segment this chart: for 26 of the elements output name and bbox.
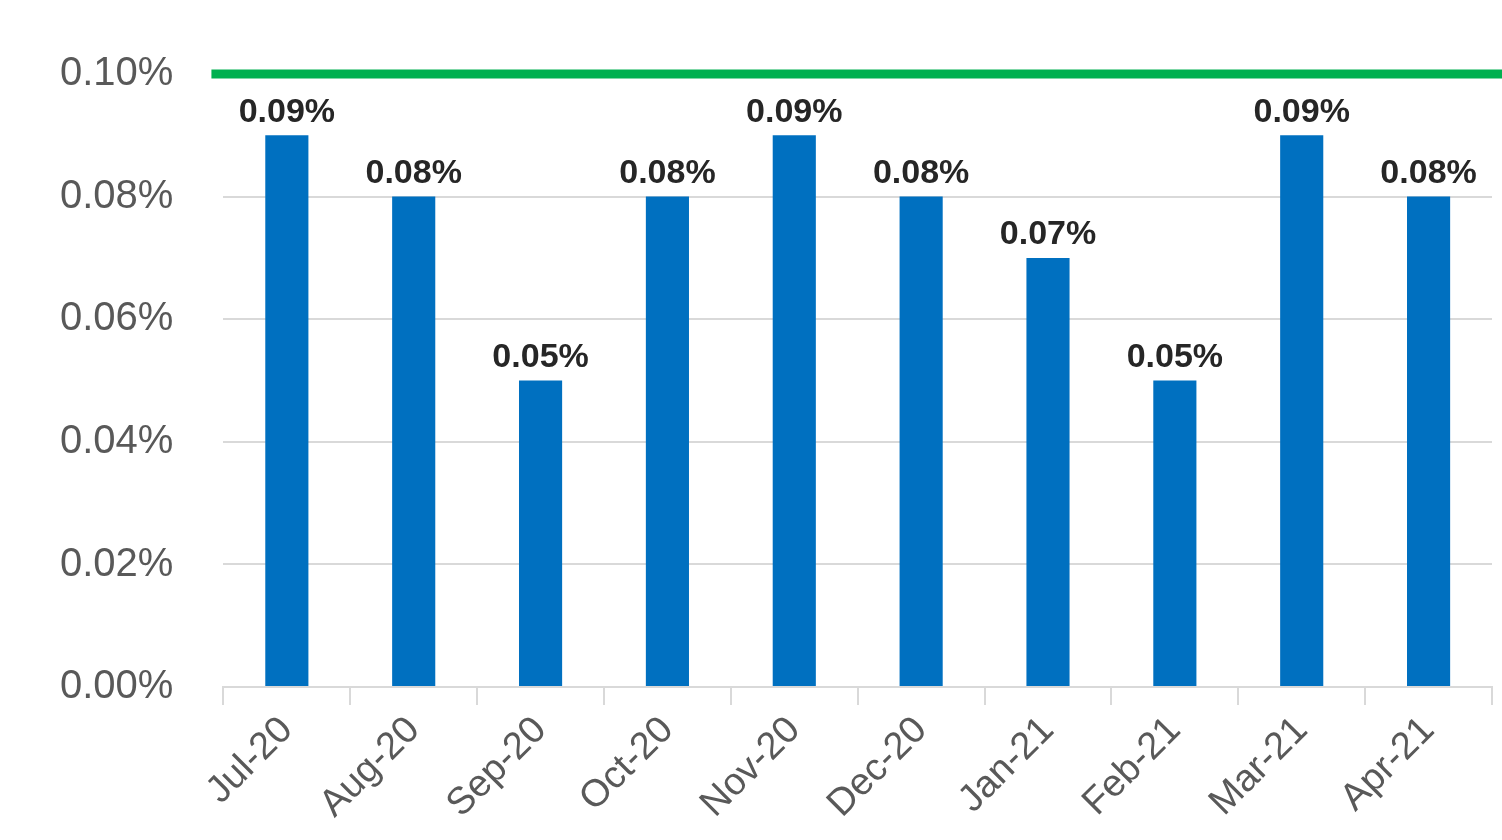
bar — [899, 196, 943, 687]
bar — [1280, 135, 1324, 687]
data-label: 0.09% — [746, 90, 843, 129]
data-label: 0.08% — [619, 152, 716, 190]
bar — [772, 135, 816, 687]
data-label: 0.08% — [1380, 152, 1477, 190]
data-label: 0.08% — [872, 152, 970, 190]
y-tick-label: 0.00% — [60, 662, 174, 707]
data-label: 0.09% — [238, 90, 336, 129]
y-tick-label: 0.06% — [60, 294, 174, 339]
bar — [265, 135, 309, 687]
y-tick-label: 0.02% — [60, 539, 174, 584]
y-tick-label: 0.10% — [60, 49, 174, 94]
data-label: 0.05% — [492, 335, 589, 374]
bar — [1153, 380, 1197, 687]
bar — [519, 380, 563, 687]
y-tick-label: 0.08% — [60, 171, 174, 216]
y-tick-label: 0.04% — [60, 416, 174, 461]
data-label: 0.05% — [1126, 335, 1224, 374]
data-label: 0.09% — [1253, 90, 1350, 129]
bar — [392, 196, 436, 687]
bar — [1026, 257, 1070, 687]
bar — [645, 196, 689, 687]
bar — [1407, 196, 1451, 687]
data-label: 0.07% — [999, 213, 1097, 252]
data-label: 0.08% — [365, 152, 462, 190]
